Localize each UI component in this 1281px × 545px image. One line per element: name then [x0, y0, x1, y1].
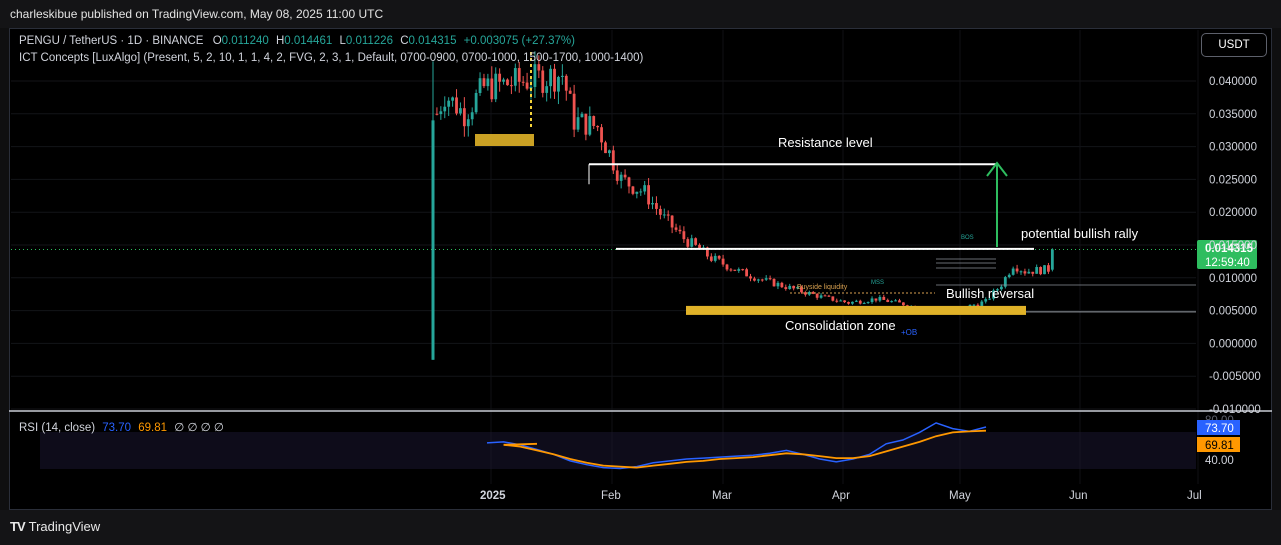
symbol-name[interactable]: PENGU / TetherUS · 1D · BINANCE: [19, 35, 204, 47]
tv-brand-name: TradingView: [28, 519, 101, 534]
change-value: +0.003075 (+27.37%): [463, 35, 575, 47]
rsi-value: 73.70: [102, 422, 132, 434]
close-label: C: [400, 35, 409, 47]
low-value: 0.011226: [345, 35, 393, 47]
high-value: 0.014461: [284, 35, 333, 47]
close-value: 0.014315: [408, 35, 457, 47]
publisher-text: charleskibue published on TradingView.co…: [10, 7, 384, 21]
rsi-label[interactable]: RSI (14, close): [19, 422, 96, 434]
currency-button[interactable]: USDT: [1201, 33, 1267, 57]
high-label: H: [275, 35, 285, 47]
symbol-legend[interactable]: PENGU / TetherUS · 1D · BINANCE O0.01124…: [19, 35, 575, 47]
rsi-extra: ∅ ∅ ∅ ∅: [174, 422, 224, 434]
rsi-ma-value: 69.81: [138, 422, 168, 434]
indicator-legend[interactable]: ICT Concepts [LuxAlgo] (Present, 5, 2, 1…: [19, 52, 644, 64]
open-value: 0.011240: [221, 35, 269, 47]
open-label: O: [212, 35, 222, 47]
low-label: L: [339, 35, 346, 47]
publisher-bar: charleskibue published on TradingView.co…: [0, 0, 1281, 28]
tv-logo-icon: TV: [10, 519, 26, 534]
tradingview-logo[interactable]: TV TradingView: [10, 519, 100, 534]
footer-bar: [0, 510, 1281, 545]
chart-frame[interactable]: [9, 28, 1272, 510]
rsi-legend[interactable]: RSI (14, close) 73.70 69.81 ∅ ∅ ∅ ∅: [19, 420, 224, 434]
